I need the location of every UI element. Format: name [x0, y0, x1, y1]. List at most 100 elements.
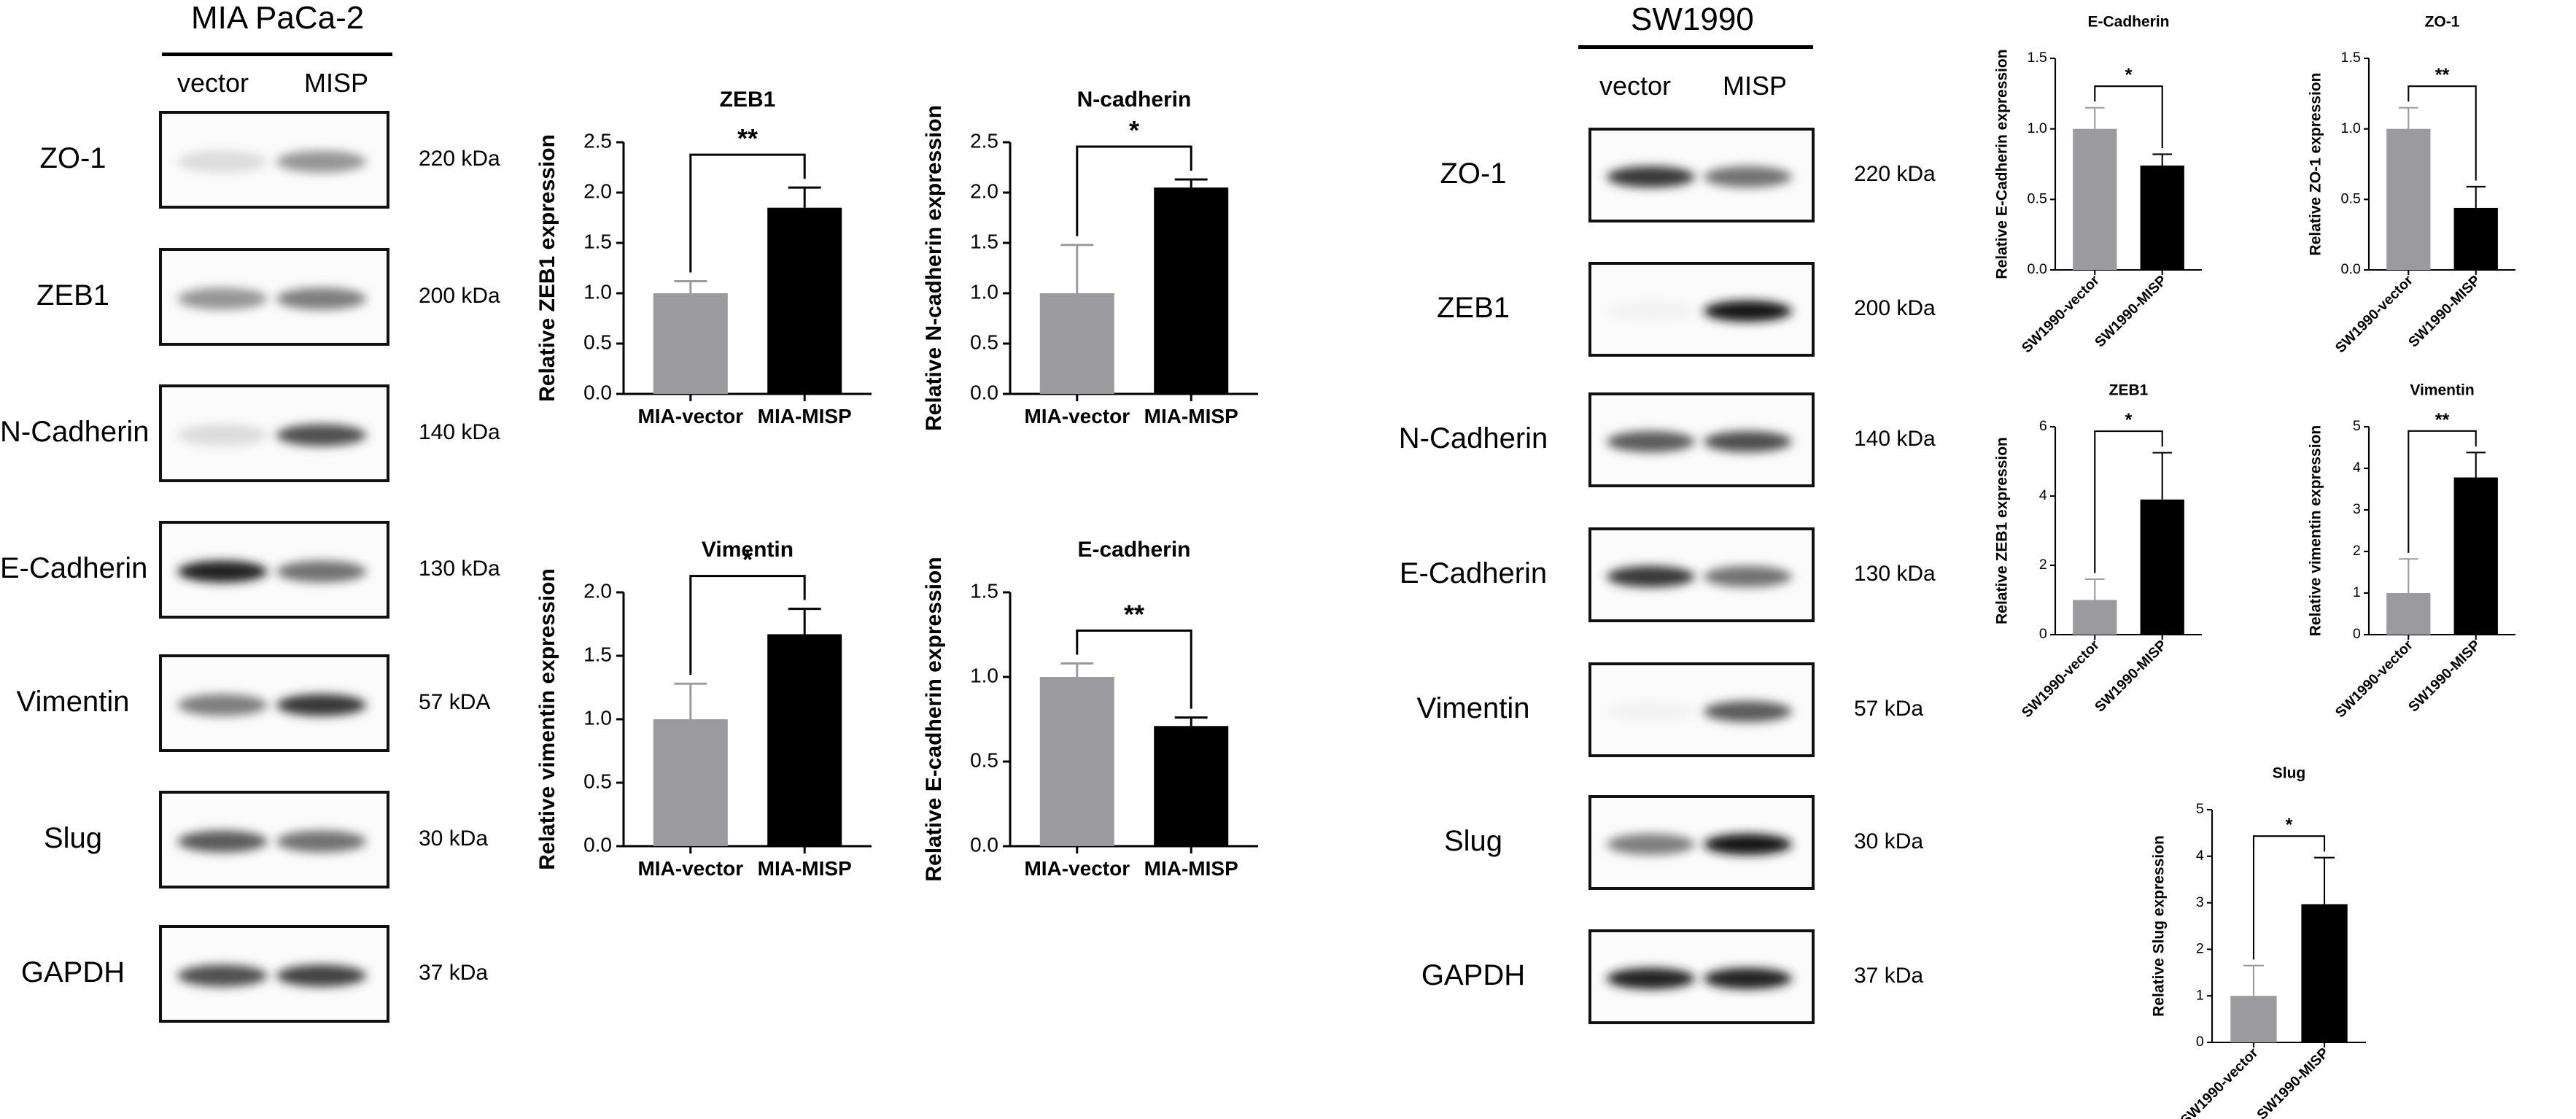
significance-marker: *	[742, 545, 753, 575]
molecular-weight-label: 37 kDa	[419, 961, 489, 985]
y-tick-label: 1.5	[583, 230, 612, 252]
blot-band-image	[159, 925, 389, 1023]
y-tick-label: 3	[2353, 501, 2361, 517]
blot-band	[1607, 565, 1695, 588]
significance-bracket	[1076, 145, 1192, 236]
blot-band-image	[159, 111, 389, 209]
blot-row-label: ZEB1	[36, 279, 110, 311]
significance-bracket	[2408, 85, 2477, 181]
x-tick-label: MIA-vector	[637, 405, 743, 427]
x-tick-label: MIA-vector	[637, 857, 743, 880]
bar	[2386, 593, 2431, 635]
y-tick-label: 0.5	[583, 330, 612, 353]
molecular-weight-label: 37 kDa	[1854, 964, 1924, 988]
bar-chart: ZEB1 0.0 0.5 1.0 1.5 2.0 2.5 Relative ZEB1 expr…	[535, 88, 872, 427]
significance-marker: *	[1129, 115, 1139, 145]
blot-band	[177, 424, 268, 446]
y-axis-label: Relative ZO-1 expression	[2308, 73, 2324, 256]
blot-row-label: ZEB1	[1436, 292, 1510, 324]
blot-band	[1607, 300, 1695, 322]
blot-row-label: Vimentin	[1416, 692, 1530, 724]
x-tick-label: MIA-MISP	[758, 857, 852, 880]
x-tick-label: MIA-vector	[1024, 857, 1130, 880]
blot-band-image	[1588, 929, 1815, 1024]
x-tick-label: SW1990-vector	[2019, 637, 2103, 721]
y-tick-label: 2	[2039, 557, 2047, 573]
blot-row-label: ZO-1	[39, 142, 106, 174]
chart-title: ZO-1	[2425, 13, 2460, 30]
bar	[2230, 996, 2277, 1042]
blot-band	[276, 150, 367, 173]
y-tick-label: 0.5	[2028, 191, 2047, 207]
bar	[1039, 677, 1114, 846]
significance-marker: **	[2435, 65, 2450, 85]
y-tick-label: 1.5	[970, 579, 998, 602]
molecular-weight-label: 30 kDa	[1854, 829, 1924, 853]
y-axis-label: Relative E-cadherin expression	[922, 557, 946, 881]
y-tick-label: 0	[2039, 626, 2047, 642]
molecular-weight-label: 57 kDA	[419, 690, 491, 714]
molecular-weight-label: 30 kDa	[419, 826, 489, 851]
significance-marker: **	[737, 123, 758, 153]
blot-band-image	[1588, 795, 1815, 890]
significance-bracket	[689, 575, 806, 675]
bar-chart: Vimentin 0.0 0.5 1.0 1.5 2.0 Relative vimentin…	[535, 538, 872, 880]
x-tick-label: SW1990-vector	[2178, 1045, 2262, 1119]
y-tick-label: 1.5	[583, 643, 612, 665]
significance-marker: **	[2435, 410, 2450, 430]
blot-band-image	[159, 654, 389, 752]
blot-band-image	[159, 384, 389, 482]
significance-bracket	[2094, 430, 2163, 573]
y-tick-label: 2	[2353, 543, 2361, 559]
bar-chart: E-cadherin 0.0 0.5 1.0 1.5 Relative E-cadheri…	[922, 538, 1258, 882]
x-tick-label: SW1990-MISP	[2254, 1045, 2332, 1119]
bar	[653, 719, 728, 846]
x-tick-label: SW1990-vector	[2332, 272, 2416, 356]
y-tick-label: 1	[2353, 584, 2361, 600]
chart-title: Vimentin	[2410, 382, 2474, 398]
blot-band	[1704, 430, 1792, 453]
chart-title: E-cadherin	[1077, 538, 1190, 562]
blot-band-image	[1588, 262, 1815, 357]
molecular-weight-label: 57 kDa	[1854, 697, 1924, 721]
blot-band	[1607, 833, 1695, 856]
blot-row-label: ZO-1	[1440, 158, 1507, 190]
y-tick-label: 5	[2196, 801, 2204, 817]
blot-row-label: Slug	[43, 822, 103, 854]
blot-band-image	[1588, 662, 1815, 757]
x-tick-label: SW1990-MISP	[2405, 272, 2483, 350]
bar	[2073, 600, 2117, 635]
molecular-weight-label: 130 kDa	[419, 557, 500, 581]
blot-band-image	[159, 248, 389, 346]
y-axis-label: Relative N-cadherin expression	[922, 105, 946, 431]
significance-bracket	[2408, 430, 2477, 553]
y-tick-label: 1.5	[2028, 50, 2047, 66]
y-tick-label: 4	[2039, 487, 2047, 503]
molecular-weight-label: 140 kDa	[1854, 427, 1936, 451]
blot-column-label: MISP	[1723, 71, 1788, 101]
chart-title: N-cadherin	[1077, 88, 1192, 112]
bar	[1154, 187, 1229, 394]
y-tick-label: 2.0	[970, 179, 998, 202]
molecular-weight-label: 220 kDa	[419, 147, 500, 171]
bar	[2301, 904, 2348, 1042]
blot-title-rule	[162, 53, 392, 56]
bar	[1154, 726, 1229, 846]
y-tick-label: 1.0	[583, 280, 612, 303]
y-tick-label: 0.0	[970, 381, 998, 403]
blot-band	[276, 694, 367, 716]
y-tick-label: 0.0	[583, 833, 612, 856]
y-tick-label: 1.5	[970, 230, 998, 252]
blot-row-label: E-Cadherin	[1399, 557, 1548, 589]
y-tick-label: 2	[2196, 941, 2204, 957]
y-axis-label: Relative ZEB1 expression	[1994, 437, 2011, 624]
blot-band	[276, 424, 367, 446]
y-tick-label: 0.5	[970, 330, 998, 353]
bar	[2073, 128, 2117, 270]
blot-band	[177, 964, 268, 987]
blot-column-label: MISP	[304, 68, 369, 98]
blot-title-rule	[1578, 45, 1813, 49]
y-tick-label: 2.5	[583, 129, 612, 152]
blot-row-label: E-Cadherin	[0, 552, 148, 584]
molecular-weight-label: 200 kDa	[419, 284, 500, 308]
